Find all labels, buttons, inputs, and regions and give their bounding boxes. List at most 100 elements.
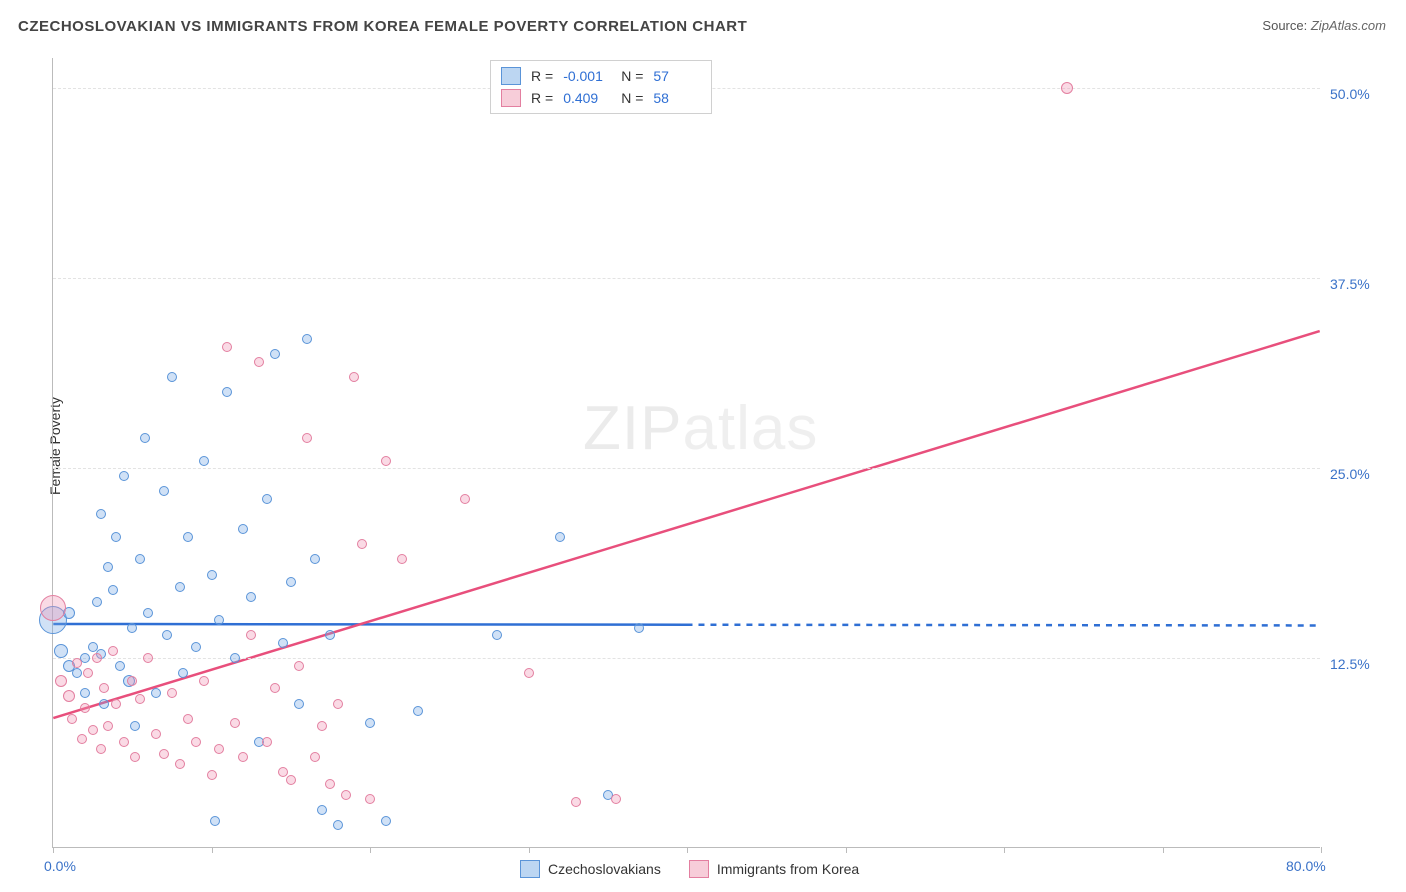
data-point	[381, 816, 391, 826]
data-point	[397, 554, 407, 564]
data-point	[88, 725, 98, 735]
n-label: N =	[621, 68, 643, 84]
data-point	[72, 668, 82, 678]
data-point	[571, 797, 581, 807]
data-point	[286, 577, 296, 587]
data-point	[103, 721, 113, 731]
legend-swatch	[501, 89, 521, 107]
data-point	[611, 794, 621, 804]
gridline	[53, 658, 1320, 659]
n-value: 57	[653, 68, 701, 84]
data-point	[55, 675, 67, 687]
data-point	[317, 805, 327, 815]
data-point	[333, 820, 343, 830]
data-point	[460, 494, 470, 504]
data-point	[83, 668, 93, 678]
data-point	[238, 752, 248, 762]
data-point	[67, 714, 77, 724]
x-tick	[1163, 847, 1164, 853]
y-tick-label: 50.0%	[1330, 86, 1370, 102]
x-axis-max-label: 80.0%	[1286, 858, 1326, 874]
data-point	[115, 661, 125, 671]
data-point	[207, 770, 217, 780]
data-point	[238, 524, 248, 534]
watermark-thin: atlas	[682, 394, 818, 463]
data-point	[135, 554, 145, 564]
legend-label: Czechoslovakians	[548, 861, 661, 877]
data-point	[278, 638, 288, 648]
n-label: N =	[621, 90, 643, 106]
data-point	[80, 688, 90, 698]
data-point	[167, 372, 177, 382]
legend-swatch	[520, 860, 540, 878]
data-point	[286, 775, 296, 785]
watermark-bold: ZIP	[583, 394, 682, 463]
data-point	[1061, 82, 1073, 94]
data-point	[135, 694, 145, 704]
data-point	[175, 759, 185, 769]
data-point	[246, 592, 256, 602]
n-value: 58	[653, 90, 701, 106]
y-tick-label: 12.5%	[1330, 656, 1370, 672]
data-point	[151, 729, 161, 739]
data-point	[127, 676, 137, 686]
data-point	[325, 779, 335, 789]
series-legend: Czechoslovakians Immigrants from Korea	[520, 860, 859, 878]
data-point	[183, 714, 193, 724]
data-point	[199, 676, 209, 686]
data-point	[270, 349, 280, 359]
data-point	[262, 494, 272, 504]
data-point	[207, 570, 217, 580]
legend-item: Immigrants from Korea	[689, 860, 859, 878]
trend-line	[687, 625, 1320, 626]
data-point	[294, 699, 304, 709]
r-value: -0.001	[563, 68, 611, 84]
data-point	[72, 658, 82, 668]
data-point	[143, 608, 153, 618]
data-point	[222, 342, 232, 352]
data-point	[175, 582, 185, 592]
source-label: Source:	[1262, 18, 1307, 33]
data-point	[119, 471, 129, 481]
gridline	[53, 278, 1320, 279]
legend-label: Immigrants from Korea	[717, 861, 859, 877]
trend-line	[53, 624, 686, 625]
data-point	[325, 630, 335, 640]
gridline	[53, 468, 1320, 469]
data-point	[162, 630, 172, 640]
x-tick	[370, 847, 371, 853]
data-point	[634, 623, 644, 633]
data-point	[130, 721, 140, 731]
data-point	[99, 699, 109, 709]
x-axis-min-label: 0.0%	[44, 858, 76, 874]
data-point	[130, 752, 140, 762]
data-point	[254, 357, 264, 367]
x-tick	[1321, 847, 1322, 853]
data-point	[99, 683, 109, 693]
data-point	[96, 744, 106, 754]
y-tick-label: 25.0%	[1330, 466, 1370, 482]
chart-title: CZECHOSLOVAKIAN VS IMMIGRANTS FROM KOREA…	[18, 18, 747, 35]
source-attribution: Source: ZipAtlas.com	[1262, 18, 1386, 33]
data-point	[555, 532, 565, 542]
data-point	[214, 615, 224, 625]
x-tick	[1004, 847, 1005, 853]
data-point	[317, 721, 327, 731]
trend-lines-layer	[53, 58, 1320, 847]
legend-swatch	[689, 860, 709, 878]
x-tick	[846, 847, 847, 853]
data-point	[381, 456, 391, 466]
r-label: R =	[531, 90, 553, 106]
data-point	[524, 668, 534, 678]
data-point	[310, 554, 320, 564]
correlation-legend: R =-0.001N =57R =0.409N =58	[490, 60, 712, 114]
data-point	[159, 486, 169, 496]
data-point	[413, 706, 423, 716]
data-point	[108, 646, 118, 656]
data-point	[80, 703, 90, 713]
plot-area: ZIPatlas	[52, 58, 1320, 848]
data-point	[302, 433, 312, 443]
x-tick	[212, 847, 213, 853]
data-point	[103, 562, 113, 572]
legend-stat-row: R =0.409N =58	[501, 87, 701, 109]
